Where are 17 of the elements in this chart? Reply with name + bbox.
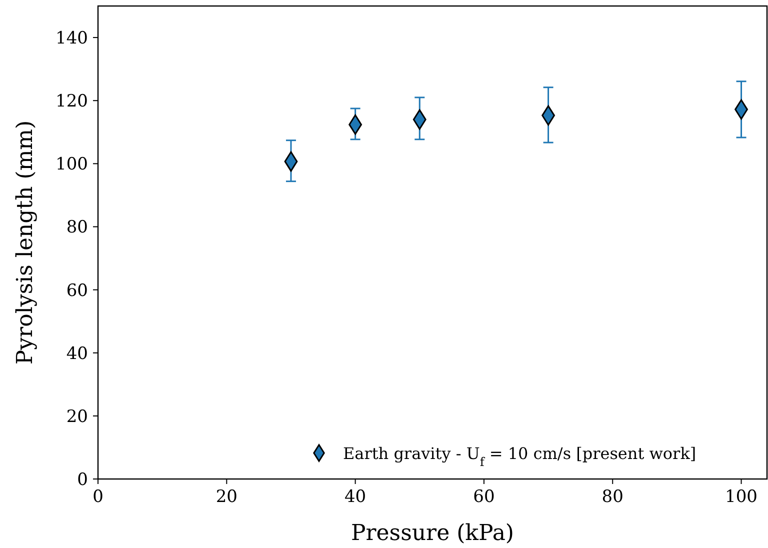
x-tick-label: 60 (473, 487, 495, 507)
x-tick-label: 100 (725, 487, 758, 507)
x-axis-title: Pressure (kPa) (350, 521, 514, 546)
y-tick-label: 20 (66, 406, 88, 427)
y-tick-label: 40 (66, 344, 88, 364)
y-axis-title: Pyrolysis length (mm) (13, 120, 38, 365)
y-tick-label: 140 (56, 28, 88, 49)
x-tick-label: 80 (602, 487, 624, 507)
legend-label: Earth gravity - U$_{f}$ = 10 cm/s [present work] (343, 444, 696, 469)
y-tick-label: 120 (56, 92, 88, 112)
y-tick-label: 60 (66, 280, 88, 301)
y-tick-label: 0 (77, 470, 88, 490)
x-tick-label: 0 (92, 487, 104, 507)
y-tick-label: 80 (66, 218, 88, 238)
x-tick-label: 20 (216, 487, 238, 507)
y-tick-label: 100 (56, 154, 88, 175)
x-tick-label: 40 (344, 487, 366, 507)
